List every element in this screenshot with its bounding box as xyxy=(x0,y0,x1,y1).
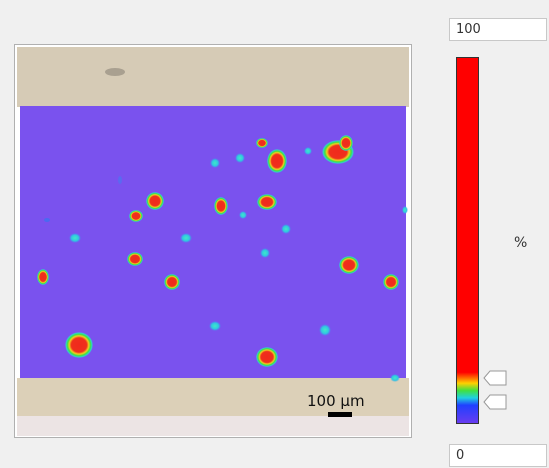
unit-label: % xyxy=(514,235,527,251)
scale-bar xyxy=(328,412,352,417)
min-input[interactable]: 0 xyxy=(449,444,547,467)
scale-bar-label: 100 µm xyxy=(307,392,365,410)
substrate-edge xyxy=(17,416,409,436)
lower-handle[interactable] xyxy=(484,395,506,409)
color-scale xyxy=(457,58,479,424)
max-input[interactable]: 100 xyxy=(449,18,547,41)
speck xyxy=(105,68,125,76)
upper-handle[interactable] xyxy=(484,371,506,385)
canvas: 100 µm % xyxy=(0,0,549,468)
window: 100 µm % 100 0 xyxy=(0,0,549,468)
substrate-top xyxy=(17,47,409,107)
